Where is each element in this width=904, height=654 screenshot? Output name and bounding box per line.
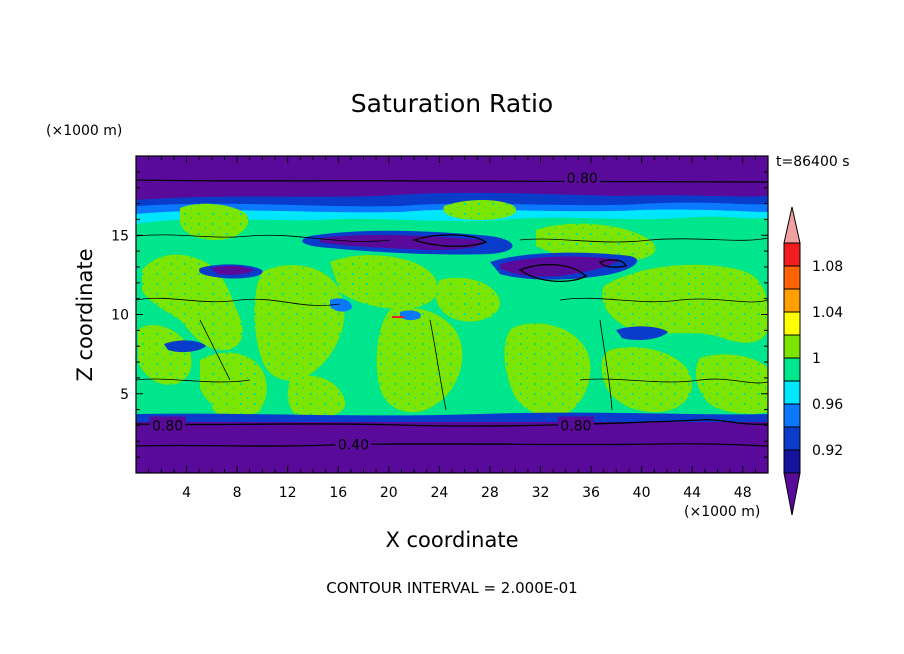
dry-patches [164, 230, 668, 353]
contour-lines [136, 179, 768, 447]
colorbar-tick-labels: 0.92 0.96 1 1.04 1.08 [812, 259, 843, 459]
chart-title: Saturation Ratio [351, 89, 553, 118]
x-unit-label: (×1000 m) [684, 504, 760, 520]
lower-band-blue [136, 412, 768, 424]
contour-edge-clouds [136, 234, 768, 411]
x-tick-label: 28 [481, 485, 499, 501]
contour-labels: 0.80 0.80 0.80 0.40 [149, 169, 601, 453]
contour-040-bottom [136, 443, 768, 447]
y-tick-label: 5 [120, 387, 129, 403]
colorbar-box [783, 242, 801, 267]
contour-label-bg [149, 416, 186, 433]
x-axis: 4 8 12 16 20 24 28 32 36 40 44 48 [148, 156, 756, 501]
x-tick-label: 8 [233, 485, 242, 501]
colorbar-tick-label: 1.04 [812, 305, 843, 321]
x-tick-label: 20 [380, 485, 398, 501]
colorbar-tick-label: 1.08 [812, 259, 843, 275]
contour-inner-1 [518, 263, 588, 283]
x-tick-label: 4 [182, 485, 191, 501]
contour-label-bg [557, 416, 594, 433]
contour-label-bg [564, 169, 601, 186]
colorbar-tick-label: 0.92 [812, 443, 843, 459]
colorbar-tick-label: 1 [812, 351, 821, 367]
colorbar-box [783, 357, 801, 382]
contour-inner-2 [411, 234, 488, 247]
time-label: t=86400 s [776, 154, 850, 170]
colorbar-box [783, 311, 801, 336]
colorbar-box [783, 265, 801, 290]
contour-080-top [136, 179, 768, 183]
x-axis-title: X coordinate [385, 528, 518, 552]
y-axis-title: Z coordinate [73, 248, 97, 381]
y-unit-label: (×1000 m) [46, 123, 122, 139]
colorbar-tick-label: 0.96 [812, 397, 843, 413]
contour-label: 0.80 [560, 418, 591, 434]
colorbar-extend-high [783, 206, 801, 244]
y-axis: 5 10 15 [111, 171, 768, 458]
colorbar-box [783, 449, 801, 474]
contour-label: 0.40 [338, 437, 369, 453]
contour-inner-3 [598, 259, 627, 268]
x-tick-label: 36 [582, 485, 600, 501]
colorbar-box [783, 288, 801, 313]
x-tick-label: 16 [329, 485, 347, 501]
x-tick-label: 12 [279, 485, 297, 501]
colorbar-box [783, 403, 801, 428]
y-tick-label: 10 [111, 308, 129, 324]
contour-label-bg [335, 435, 372, 452]
x-tick-label: 44 [683, 485, 701, 501]
x-tick-label: 32 [532, 485, 550, 501]
y-tick-label: 15 [111, 228, 129, 244]
colorbar-box [783, 426, 801, 451]
contour-080-bottom [136, 419, 768, 427]
contour-interval-footer: CONTOUR INTERVAL = 2.000E-01 [326, 579, 577, 597]
x-tick-label: 48 [734, 485, 752, 501]
contour-label: 0.80 [152, 418, 183, 434]
x-tick-label: 40 [633, 485, 651, 501]
colorbar-box [783, 380, 801, 405]
colorbar-extend-low [783, 472, 801, 516]
x-tick-label: 24 [430, 485, 448, 501]
near-saturation-areas [138, 200, 768, 418]
contour-field [136, 156, 768, 473]
contour-label: 0.80 [567, 171, 598, 187]
colorbar [783, 206, 801, 516]
colorbar-box [783, 334, 801, 359]
lower-dry-layer [136, 422, 768, 473]
